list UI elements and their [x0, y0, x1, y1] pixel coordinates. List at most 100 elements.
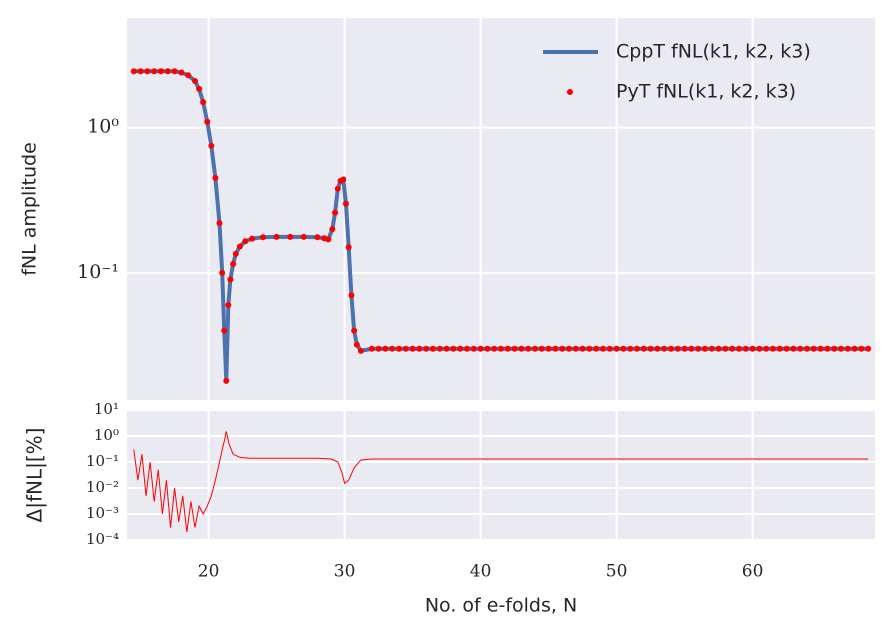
data-point [242, 238, 249, 245]
data-point [613, 345, 620, 352]
data-point [749, 345, 756, 352]
data-point [865, 345, 872, 352]
data-point [212, 175, 219, 182]
data-point [443, 345, 450, 352]
data-point [817, 345, 824, 352]
data-point [586, 345, 593, 352]
x-tick-label: 50 [606, 562, 628, 582]
plot-background [127, 410, 875, 540]
data-point [221, 327, 228, 334]
data-point [144, 68, 151, 75]
data-point [430, 345, 436, 352]
data-point [552, 345, 559, 352]
data-point [192, 77, 198, 84]
data-point [396, 345, 402, 352]
data-point [620, 345, 627, 352]
data-point [457, 345, 464, 352]
x-tick-label: 60 [742, 562, 764, 582]
data-point [634, 345, 640, 352]
data-point [729, 345, 736, 352]
data-point [668, 345, 674, 352]
data-point [797, 345, 804, 352]
data-point [790, 345, 797, 352]
data-point [844, 345, 851, 352]
data-point [559, 345, 566, 352]
data-point [681, 345, 688, 352]
y-tick-label: 10⁻² [86, 478, 119, 496]
data-point [824, 345, 831, 352]
data-point [708, 345, 715, 352]
data-point [477, 345, 484, 352]
x-tick-label: 20 [198, 562, 220, 582]
data-point [196, 85, 203, 92]
data-point [171, 68, 178, 75]
data-point [566, 345, 572, 352]
data-point [674, 345, 681, 352]
data-point [382, 345, 389, 352]
data-point [348, 292, 355, 299]
data-point [572, 345, 579, 352]
data-point [375, 345, 382, 352]
data-point [178, 69, 185, 76]
data-point [504, 345, 511, 352]
data-point [137, 68, 144, 75]
data-point [702, 345, 708, 352]
data-point [325, 236, 332, 243]
data-point [450, 345, 457, 352]
data-point [200, 99, 207, 106]
data-point [776, 345, 783, 352]
data-point [810, 345, 817, 352]
data-point [332, 209, 339, 216]
data-point [804, 345, 810, 352]
data-line [133, 431, 869, 533]
data-point [423, 345, 430, 352]
legend-marker [567, 89, 573, 95]
data-point [436, 345, 443, 352]
y-tick-label: 10⁰ [87, 116, 119, 138]
data-point [511, 345, 518, 352]
data-point [230, 261, 237, 268]
data-point [225, 302, 232, 309]
data-point [654, 345, 661, 352]
data-point [368, 345, 375, 352]
data-point [688, 345, 695, 352]
data-point [287, 233, 294, 240]
data-point [416, 345, 423, 352]
data-point [353, 341, 360, 348]
y-tick-label: 10⁻¹ [86, 452, 119, 470]
data-point [216, 220, 223, 227]
y-tick-label: 10⁻⁴ [86, 530, 119, 548]
data-point [756, 345, 763, 352]
data-point [314, 234, 321, 241]
legend-label: CppT fNL(k1, k2, k3) [616, 41, 811, 63]
data-point [600, 345, 606, 352]
data-point [300, 233, 307, 240]
data-point [223, 377, 230, 384]
data-line [133, 69, 869, 382]
data-point [491, 345, 498, 352]
data-point [647, 345, 654, 352]
data-point [464, 345, 470, 352]
data-point [357, 347, 364, 354]
data-point [232, 250, 239, 257]
data-point [151, 68, 158, 75]
data-point [763, 345, 770, 352]
data-point [661, 345, 668, 352]
data-point [695, 345, 702, 352]
data-point [130, 68, 137, 75]
data-point [340, 176, 347, 183]
data-point [532, 345, 538, 352]
data-point [484, 345, 491, 352]
data-point [342, 200, 349, 207]
data-point [538, 345, 545, 352]
data-point [409, 345, 416, 352]
plot-marks [133, 431, 869, 533]
y-tick-label: 10⁻¹ [77, 261, 119, 283]
data-point [158, 68, 164, 75]
data-point [722, 345, 729, 352]
data-point [204, 118, 211, 125]
data-point [742, 345, 749, 352]
data-point [219, 269, 226, 276]
data-point [518, 345, 525, 352]
